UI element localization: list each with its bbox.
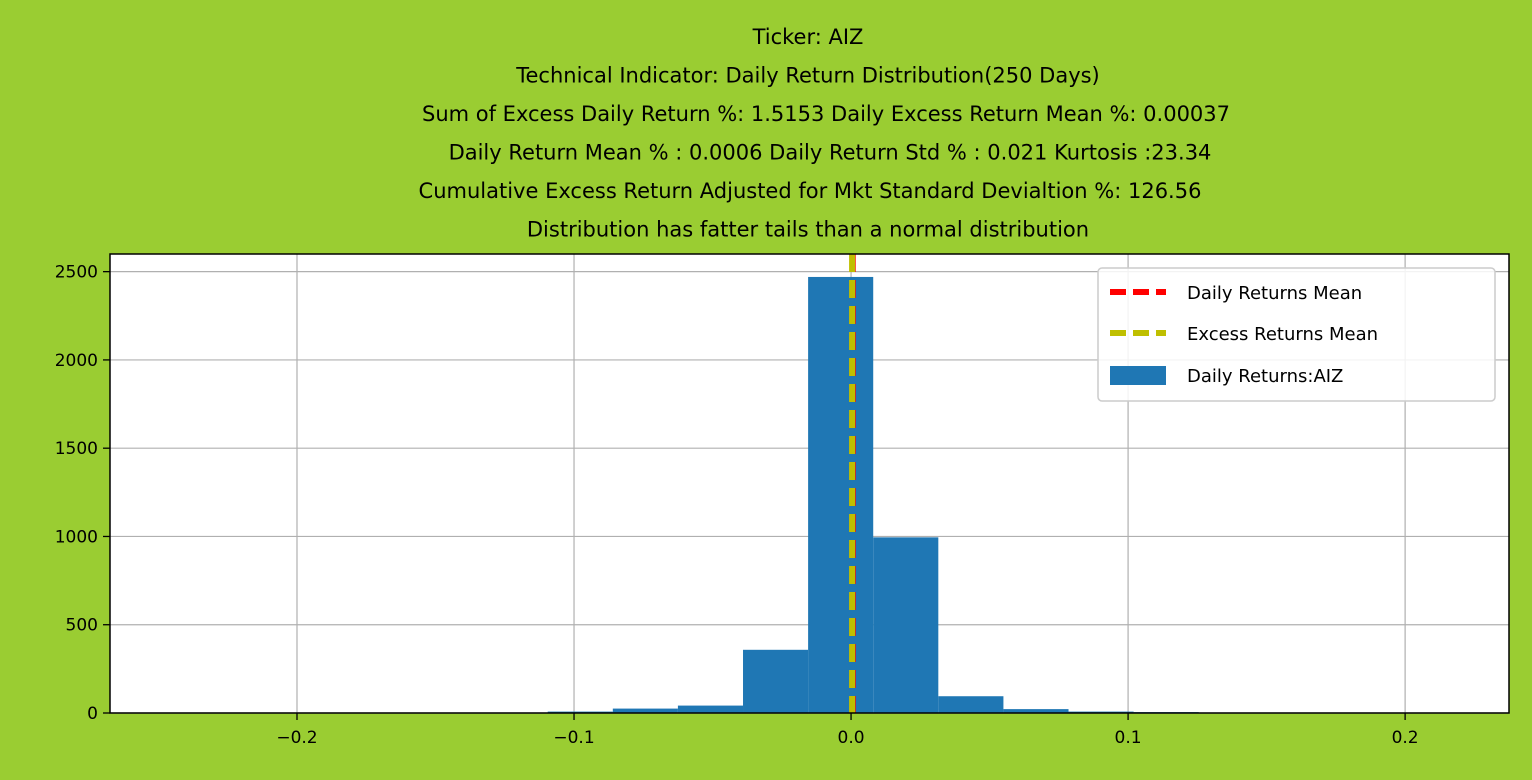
- title-line: Sum of Excess Daily Return %: 1.5153 Dai…: [422, 102, 1230, 126]
- histogram-bar: [938, 696, 1004, 713]
- histogram-bar: [612, 708, 678, 713]
- title-line: Distribution has fatter tails than a nor…: [527, 218, 1089, 242]
- title-line: Technical Indicator: Daily Return Distri…: [515, 64, 1100, 88]
- y-tick-label: 500: [66, 616, 98, 636]
- legend-label: Daily Returns:AIZ: [1187, 366, 1343, 387]
- x-tick-label: −0.2: [276, 728, 317, 748]
- y-axis: 0 500 1000 1500 2000 2500: [55, 263, 110, 724]
- y-tick-label: 2500: [55, 263, 98, 283]
- histogram-bar: [677, 705, 744, 713]
- y-tick-label: 0: [87, 704, 98, 724]
- legend-label: Excess Returns Mean: [1187, 324, 1378, 345]
- histogram-bar: [873, 537, 939, 713]
- y-tick-label: 2000: [55, 351, 98, 371]
- title-line: Cumulative Excess Return Adjusted for Mk…: [419, 179, 1202, 203]
- y-tick-label: 1500: [55, 439, 98, 459]
- legend-box: [1097, 267, 1496, 402]
- histogram-bar: [1003, 709, 1069, 713]
- histogram-bar: [808, 276, 874, 713]
- plot-frame: [109, 253, 1510, 714]
- legend-label: Daily Returns Mean: [1187, 283, 1362, 304]
- title-line: Daily Return Mean % : 0.0006 Daily Retur…: [449, 141, 1212, 165]
- x-tick-label: −0.1: [553, 728, 594, 748]
- title-line: Ticker: AIZ: [752, 25, 864, 49]
- x-axis: −0.2 −0.1 0.0 0.1 0.2: [276, 713, 1419, 748]
- legend-bar-swatch: [1110, 366, 1166, 385]
- legend: Daily Returns Mean Excess Returns Mean Dai…: [1097, 267, 1496, 402]
- histogram-bar: [743, 649, 809, 713]
- y-tick-label: 1000: [55, 527, 98, 547]
- x-tick-label: 0.2: [1392, 728, 1419, 748]
- chart-title: Ticker: AIZ Technical Indicator: Daily Re…: [419, 25, 1230, 242]
- x-tick-label: 0.0: [838, 728, 865, 748]
- histogram-bars: [547, 276, 1199, 713]
- x-tick-label: 0.1: [1115, 728, 1142, 748]
